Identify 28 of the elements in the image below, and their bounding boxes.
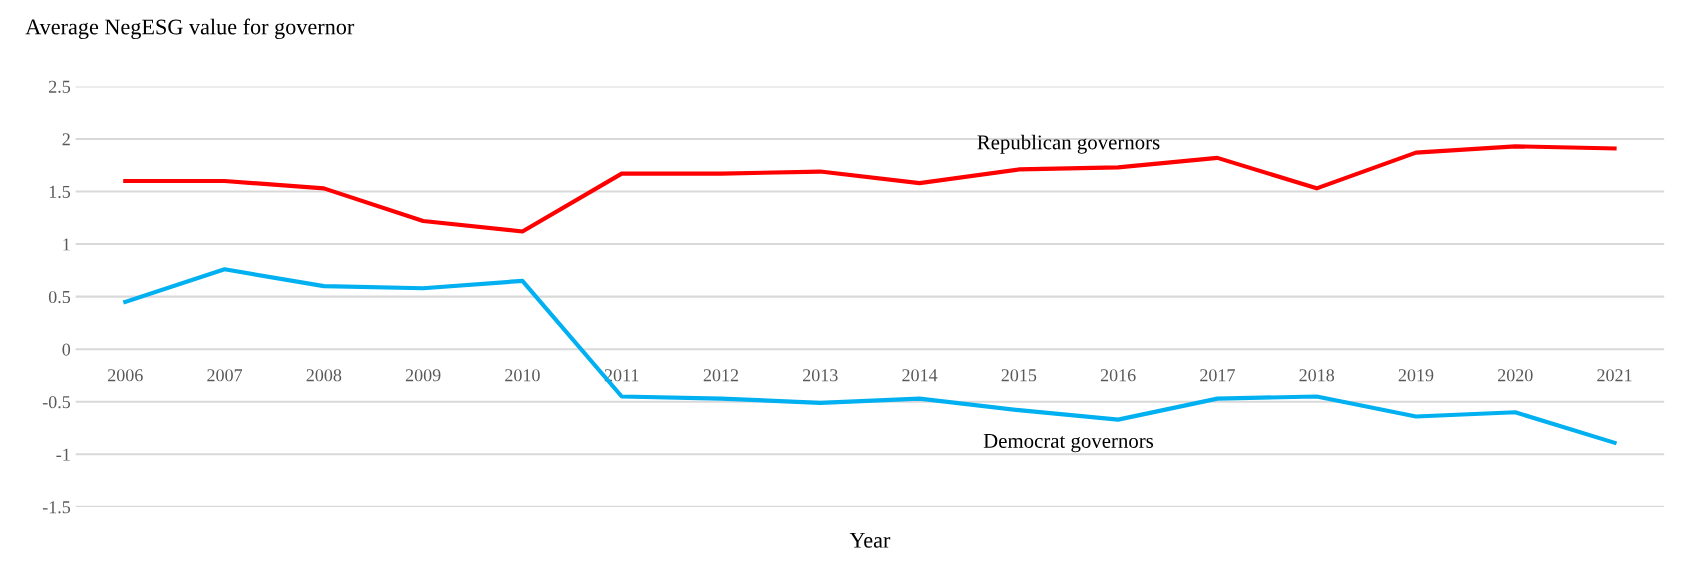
y-tick-label: -1.5 [42,501,71,514]
y-tick-label: 2 [62,133,70,146]
y-tick-label: -1 [56,448,70,461]
x-tick-label: 2014 [902,369,938,382]
x-tick-label: 2012 [703,369,739,382]
x-tick-label: 2017 [1200,369,1235,382]
y-tick-label: 0.5 [48,290,71,304]
series-label: Republican governors [977,134,1160,154]
x-tick-label: 2010 [505,369,540,382]
x-tick-label: 2018 [1299,369,1335,382]
series-label: Democrat governors [983,434,1154,453]
y-axis-title: Average NegESG value for governor [25,18,355,40]
x-tick-label: 2007 [207,369,243,382]
x-tick-label: 2006 [108,369,143,382]
x-tick-label: 2020 [1498,369,1533,382]
x-tick-label: 2013 [803,369,838,382]
x-tick-label: 2021 [1597,369,1632,382]
y-tick-label: 1 [63,238,70,251]
x-axis-title: Year [849,532,891,548]
x-tick-label: 2015 [1001,369,1037,382]
y-tick-label: 0 [62,343,71,356]
x-tick-label: 2019 [1398,369,1434,382]
y-tick-label: 1.5 [49,185,71,199]
y-tick-label: -0.5 [42,396,71,409]
x-tick-label: 2016 [1100,369,1136,382]
x-tick-label: 2009 [405,369,441,382]
y-tick-label: 2.5 [49,80,71,93]
x-tick-label: 2008 [306,369,342,382]
